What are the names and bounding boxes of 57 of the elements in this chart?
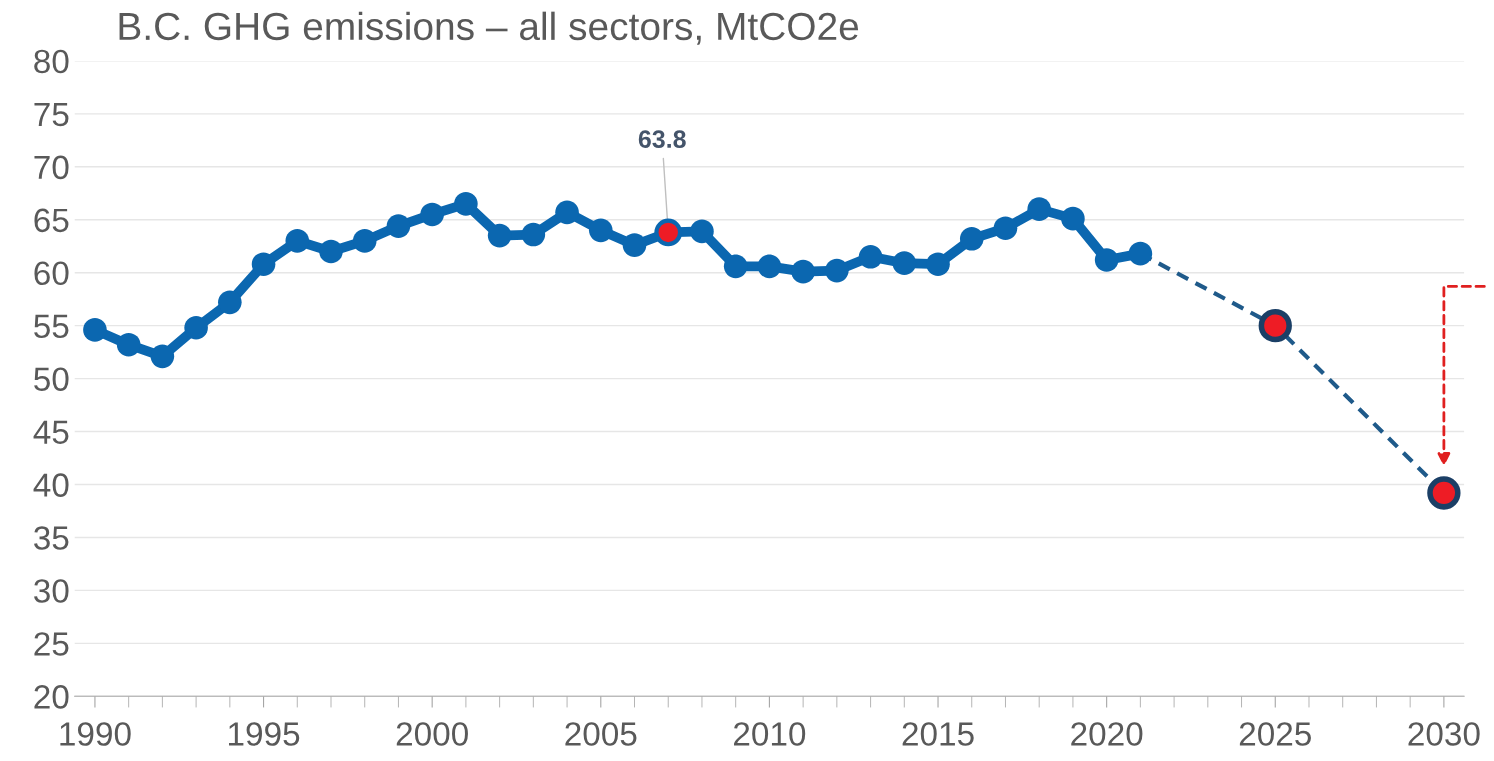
y-tick-label: 30	[34, 579, 69, 603]
y-tick-label: 80	[34, 49, 69, 74]
point	[858, 245, 883, 269]
y-tick-label: 60	[34, 261, 69, 286]
point	[420, 202, 444, 227]
point	[825, 258, 849, 283]
x-tick-label: 1990	[60, 722, 131, 746]
point	[926, 252, 950, 277]
x-tick-label: 2000	[396, 722, 468, 746]
point	[555, 200, 579, 225]
y-tick-label: 40	[33, 473, 69, 497]
point	[1258, 308, 1292, 343]
point	[83, 318, 107, 342]
x-tick-label: 2005	[565, 722, 637, 746]
y-tick-label: 55	[34, 314, 69, 339]
chart-title: B.C. GHG emissions – all sectors, MtCO2e	[119, 11, 859, 45]
point	[319, 239, 343, 264]
x-tick-label: 2015	[902, 722, 974, 746]
y-tick-label: 35	[34, 526, 69, 550]
point	[1427, 476, 1461, 510]
point	[386, 214, 411, 238]
x-tick-label: 1995	[229, 722, 300, 746]
y-tick-label: 45	[33, 420, 69, 444]
point	[352, 229, 377, 253]
y-tick-label: 25	[34, 632, 69, 656]
point	[1094, 248, 1119, 272]
point	[487, 223, 512, 248]
point	[723, 254, 748, 279]
x-tick-label: 2030	[1408, 722, 1480, 746]
annotation: 63.8	[638, 130, 686, 148]
point	[184, 315, 208, 340]
point	[285, 229, 310, 253]
point	[218, 290, 242, 315]
x-tick-label: 2020	[1071, 722, 1143, 746]
x-tick-label: 2025	[1239, 722, 1311, 746]
point	[791, 259, 815, 284]
y-tick-label: 75	[34, 102, 69, 127]
y-tick-label: 65	[34, 208, 69, 233]
point	[993, 216, 1018, 241]
y-tick-label: 50	[34, 367, 69, 391]
y-tick-label: 20	[34, 685, 69, 709]
point	[150, 344, 175, 369]
point	[1061, 206, 1085, 231]
point	[1128, 241, 1153, 266]
point	[959, 227, 984, 251]
point	[521, 222, 546, 247]
point	[892, 251, 917, 275]
point	[454, 192, 478, 216]
y-tick-label: 70	[34, 155, 69, 180]
point	[251, 252, 276, 277]
point	[588, 218, 613, 243]
point	[116, 332, 141, 357]
x-tick-label: 2010	[734, 722, 806, 746]
point	[757, 254, 782, 279]
point	[1027, 197, 1052, 221]
point	[690, 219, 714, 244]
point	[622, 233, 647, 257]
